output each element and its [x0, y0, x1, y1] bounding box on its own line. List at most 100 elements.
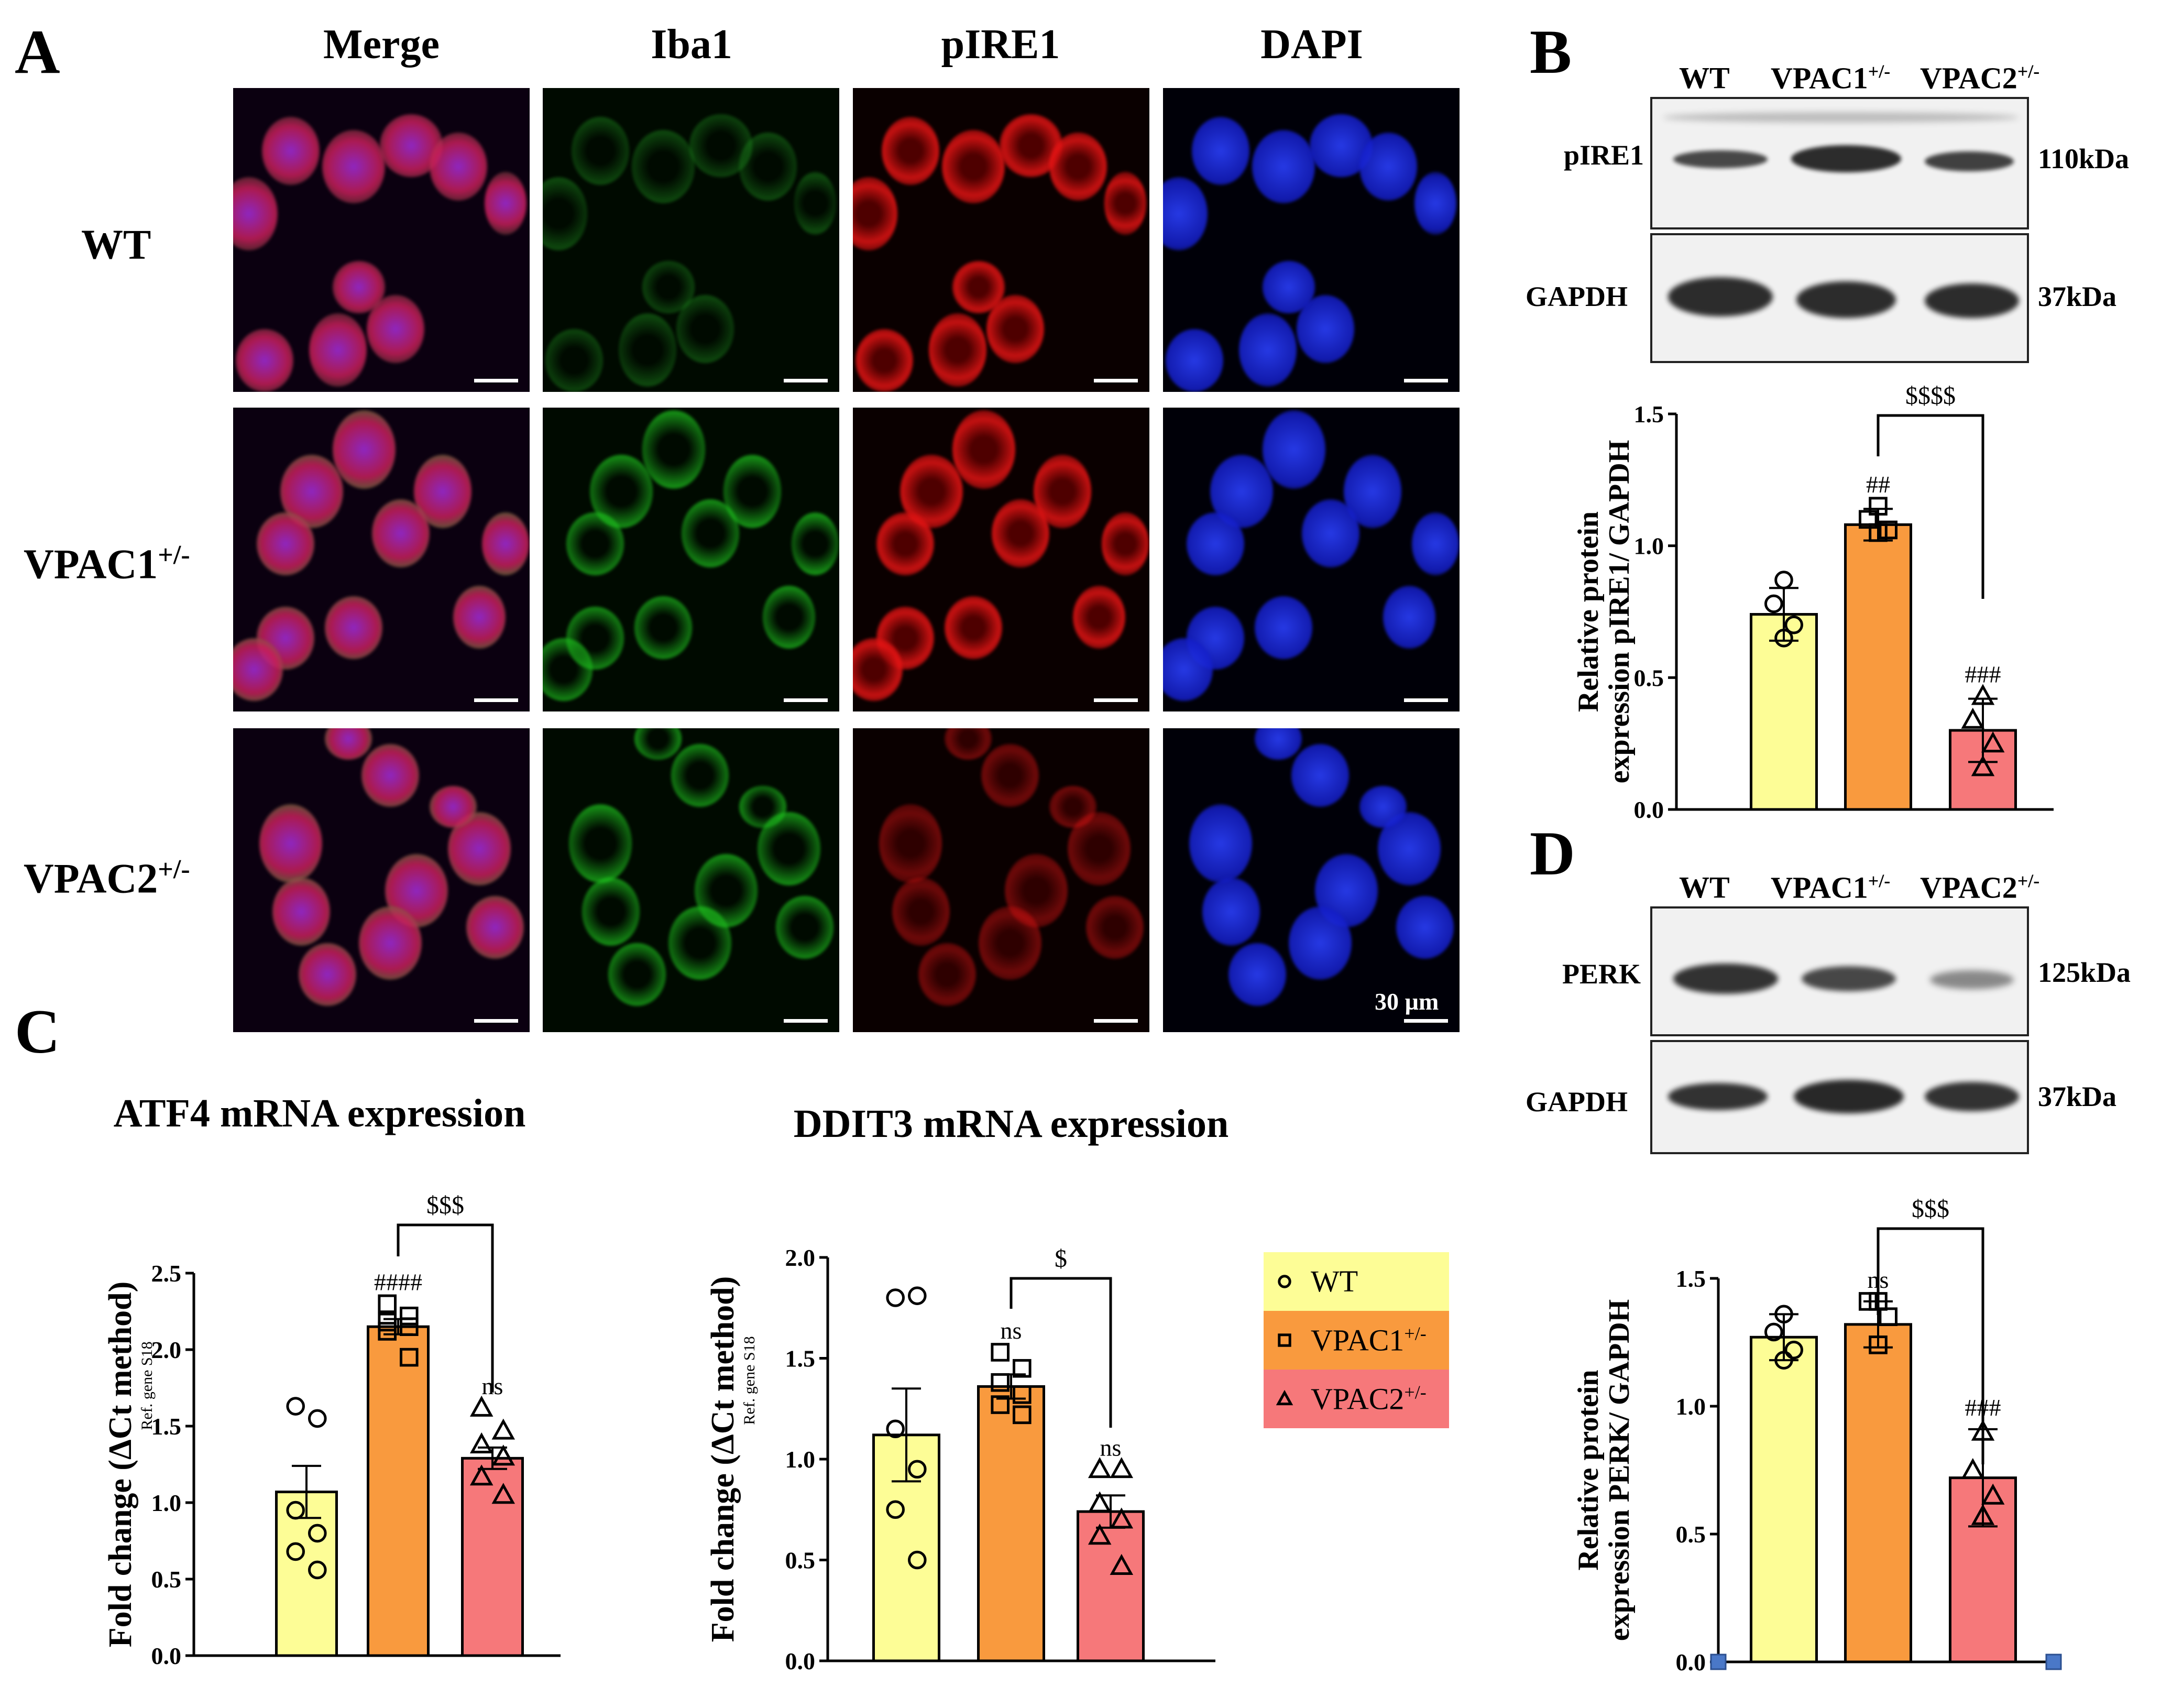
data-point — [491, 1418, 515, 1440]
data-point — [1859, 1292, 1878, 1311]
data-point — [308, 1409, 327, 1428]
significance-label: ns — [1100, 1434, 1122, 1461]
data-point — [1774, 1305, 1793, 1324]
y-axis-label-line: Relative protein — [1572, 511, 1605, 712]
cell-nucleus — [325, 596, 382, 659]
cell-nucleus — [309, 313, 367, 387]
data-point — [491, 1483, 515, 1504]
cell-nucleus — [572, 117, 629, 185]
blot-b-loading-band-vpac2 — [1925, 283, 2019, 318]
cell-nucleus — [876, 512, 934, 575]
cell-nucleus — [992, 499, 1049, 567]
cell-nucleus — [1412, 512, 1459, 575]
blot-d-loading-band-vpac1 — [1794, 1080, 1904, 1113]
blot-b-target-band-vpac1 — [1791, 145, 1901, 172]
cell-nucleus — [1187, 512, 1244, 575]
cell-nucleus — [1289, 906, 1352, 980]
cell-nucleus — [952, 261, 1005, 313]
bar-VPAC2+/- — [461, 1457, 524, 1657]
cell-nucleus — [1192, 117, 1249, 185]
y-tick-label: 0.0 — [151, 1643, 182, 1669]
scale-bar — [474, 1019, 518, 1023]
cell-nucleus — [543, 638, 593, 701]
comparison-label: $$$ — [426, 1191, 464, 1219]
y-axis-label-line: expression pIRE1/ GAPDH — [1603, 440, 1636, 783]
blot-b-background-band — [1663, 112, 2019, 123]
blot-b-loading-band-vpac1 — [1796, 281, 1896, 318]
cell-nucleus — [569, 804, 632, 883]
data-point — [1981, 1483, 2005, 1505]
cell-nucleus — [1263, 261, 1315, 313]
cell-nucleus — [1239, 313, 1297, 387]
cell-nucleus — [359, 906, 422, 980]
data-point — [1859, 510, 1878, 529]
y-tick-label: 0.0 — [1634, 796, 1664, 823]
data-point — [1971, 1504, 1995, 1525]
cell-nucleus — [642, 261, 695, 313]
micrograph-wt-dapi — [1163, 88, 1460, 392]
panel-label-a: A — [15, 17, 60, 86]
cell-nucleus — [1228, 943, 1286, 1006]
blot-b-target-band-vpac2 — [1925, 151, 2014, 171]
data-point — [886, 1419, 905, 1439]
bar-VPAC1+/- — [1844, 1323, 1912, 1663]
panel-label-c: C — [15, 997, 60, 1066]
column-header-pire1: pIRE1 — [941, 21, 1060, 68]
cell-nucleus — [543, 177, 587, 250]
cell-nucleus — [1252, 130, 1315, 203]
y-tick-label: 0.5 — [151, 1566, 182, 1593]
data-point — [1971, 755, 1995, 776]
blot-d-loading-band-wt — [1668, 1083, 1768, 1110]
axis-end-marker — [1710, 1654, 1727, 1670]
y-axis-label: Fold change (ΔCt method) — [103, 1282, 138, 1647]
micrograph-vpac1-merge — [233, 408, 530, 711]
data-point — [1110, 1457, 1134, 1479]
data-point — [1971, 684, 1995, 705]
data-point — [1961, 707, 1985, 729]
cell-nucleus — [582, 878, 640, 946]
cell-nucleus — [682, 499, 739, 567]
cell-nucleus — [466, 896, 524, 959]
blot-d-loading-membrane — [1650, 1040, 2029, 1154]
y-tick-label: 1.0 — [151, 1490, 182, 1516]
blot-d-loading-kda: 37kDa — [2038, 1081, 2117, 1112]
cell-nucleus — [1068, 812, 1131, 885]
cell-nucleus — [942, 130, 1005, 203]
scale-bar — [1404, 1019, 1448, 1023]
y-tick-label: 0.0 — [785, 1648, 816, 1674]
chart-b-pire1: 0.0 0.5 1.0 1.5 Relative proteinexpression p… — [1572, 382, 2054, 823]
y-tick-label: 1.0 — [1634, 533, 1664, 560]
bar-WT — [1750, 1335, 1818, 1663]
cell-nucleus — [945, 728, 992, 760]
blot-d-target-membrane — [1650, 906, 2029, 1036]
blot-b-loading-label: GAPDH — [1526, 281, 1628, 312]
cell-nucleus — [918, 943, 976, 1006]
y-axis-label-line: Relative protein — [1572, 1370, 1605, 1570]
cell-nucleus — [1359, 133, 1417, 201]
cell-nucleus — [233, 638, 283, 701]
blot-b-header-vpac1: VPAC1+/- — [1771, 61, 1891, 95]
data-point — [1784, 1340, 1804, 1360]
cell-nucleus — [1255, 728, 1302, 760]
axis-end-marker — [2045, 1654, 2062, 1670]
y-tick-label: 0.5 — [1676, 1521, 1706, 1548]
cell-nucleus — [1049, 786, 1096, 828]
data-point — [469, 1395, 493, 1417]
square-marker-icon — [1278, 1333, 1291, 1347]
data-point — [286, 1501, 305, 1520]
column-header-merge: Merge — [323, 21, 440, 68]
cell-nucleus — [792, 512, 839, 575]
comparison-bracket — [1010, 1277, 1112, 1428]
scale-bar — [1094, 379, 1138, 382]
data-point — [991, 1343, 1010, 1362]
cell-nucleus — [1263, 410, 1325, 489]
data-point — [1013, 1405, 1032, 1425]
chart-d-perk: 0.0 0.5 1.0 1.5 Relative proteinexpression P… — [1572, 1195, 2062, 1676]
blot-d-header-wt: WT — [1679, 870, 1730, 904]
scale-bar — [474, 698, 518, 702]
blot-b-target-band-wt — [1673, 150, 1768, 168]
cell-nucleus — [333, 261, 385, 313]
cell-nucleus — [1359, 786, 1407, 828]
data-point — [286, 1397, 305, 1416]
cell-nucleus — [1049, 133, 1107, 201]
